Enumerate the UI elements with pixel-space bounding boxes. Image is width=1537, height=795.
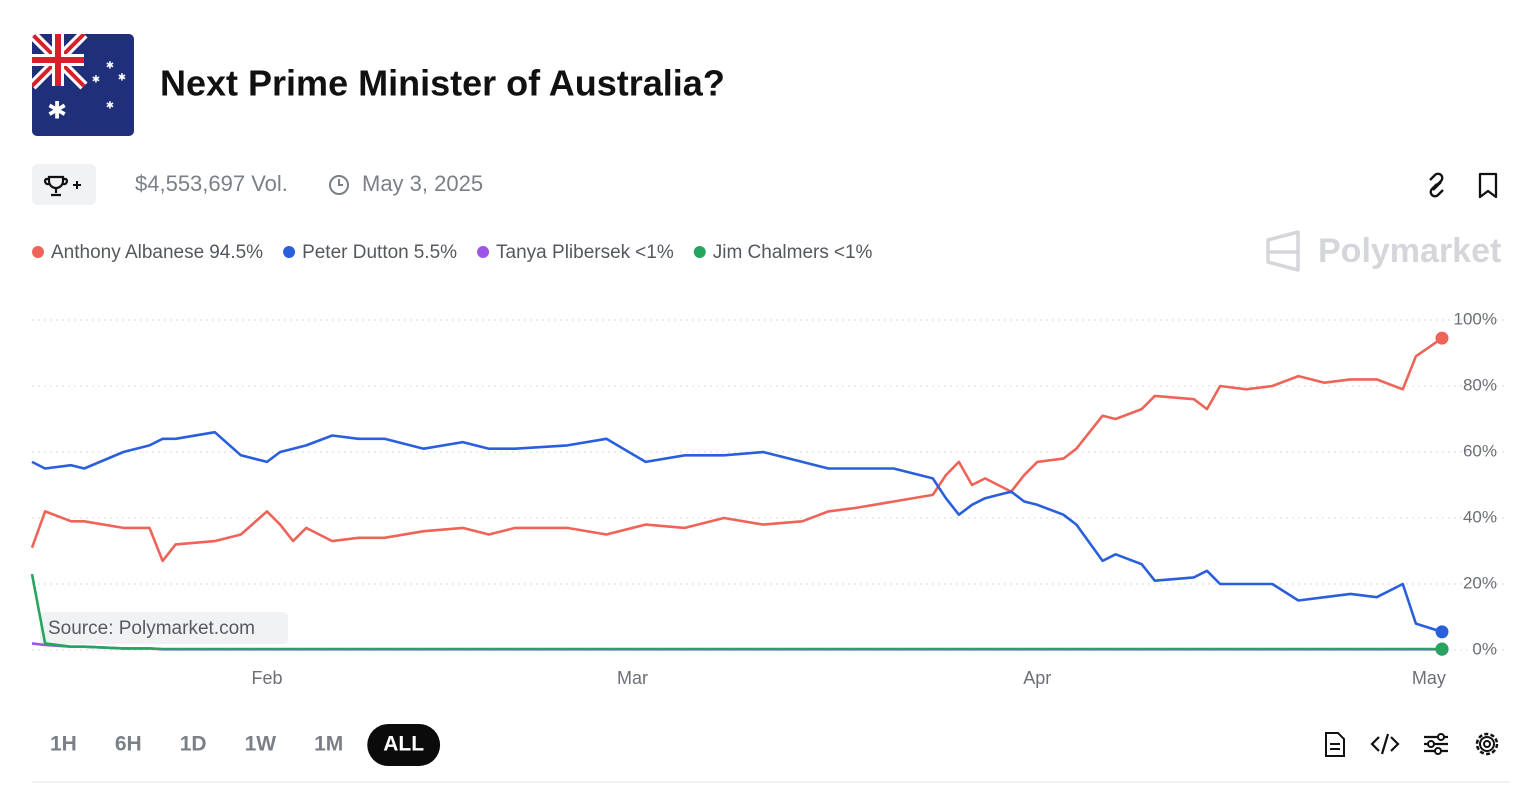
market-title: Next Prime Minister of Australia? [160, 63, 725, 104]
svg-text:✱: ✱ [47, 97, 67, 124]
series-line [31, 430, 1443, 634]
legend-dot [477, 246, 490, 258]
end-dot [1435, 625, 1449, 639]
end-dot [1435, 642, 1449, 656]
volume: $4,553,697 Vol. [135, 171, 288, 196]
range-selected-bg[interactable] [367, 724, 441, 766]
y-tick-label: 0% [1472, 639, 1497, 658]
end-dot [1435, 331, 1449, 345]
x-tick-label: Apr [1023, 668, 1051, 688]
source-badge [40, 612, 288, 644]
x-tick-label: Mar [617, 668, 648, 688]
y-tick-label: 100% [1454, 309, 1497, 328]
brand-logo [1266, 230, 1300, 272]
range-button[interactable]: 1H [50, 733, 77, 756]
trophy-button[interactable] [32, 164, 96, 205]
legend: Anthony Albanese 94.5% Peter Dutton 5.5% Tan… [32, 242, 873, 263]
x-tick-label: May [1412, 668, 1446, 688]
link-button[interactable] [1429, 172, 1444, 198]
range-label[interactable]: ALL [383, 733, 424, 756]
y-tick-label: 20% [1463, 573, 1497, 592]
legend-value: 94.5% [209, 242, 263, 263]
legend-value: <1% [635, 242, 674, 263]
settings-button[interactable] [1475, 732, 1499, 756]
range-label[interactable]: 1D [180, 733, 207, 756]
series-line [30, 573, 1442, 651]
svg-text:✱: ✱ [106, 101, 114, 112]
range-label[interactable]: 6H [115, 733, 142, 756]
brand-name: Polymarket [1318, 232, 1501, 270]
y-tick-label: 60% [1463, 441, 1497, 460]
range-label[interactable]: 1M [314, 733, 343, 756]
series-line [30, 337, 1443, 563]
plot-area: 0% 20% 40% 60% 80% 100% Feb Mar Apr May Source: Po… [30, 309, 1508, 688]
source-label: Source: Polymarket.com [48, 618, 255, 639]
svg-text:✱: ✱ [92, 75, 100, 86]
document-button[interactable] [1325, 732, 1345, 757]
clock-icon [329, 175, 349, 195]
legend-name: Anthony Albanese [51, 242, 204, 263]
legend-name: Jim Chalmers [713, 242, 829, 263]
legend-value: <1% [834, 242, 873, 263]
end-date: May 3, 2025 [362, 171, 483, 196]
legend-name: Tanya Plibersek [496, 242, 631, 263]
range-button[interactable]: 1W [245, 733, 277, 756]
flag-icon: ✱ ✱ ✱ ✱ ✱ [32, 34, 134, 136]
range-button[interactable]: 1M [314, 733, 343, 756]
bookmark-button[interactable] [1478, 172, 1498, 199]
embed-button[interactable] [1370, 733, 1400, 755]
range-button[interactable]: 6H [115, 733, 142, 756]
legend-name: Peter Dutton [302, 242, 409, 263]
range-label[interactable]: 1H [50, 733, 77, 756]
range-label[interactable]: 1W [245, 733, 277, 756]
y-tick-label: 80% [1463, 375, 1497, 394]
filters-button[interactable] [1424, 733, 1448, 755]
legend-dot [283, 246, 296, 258]
range-button[interactable]: 1D [180, 733, 207, 756]
legend-dot [693, 246, 706, 258]
range-selector: 1H 6H 1D 1W 1M ALL [50, 724, 441, 766]
range-button[interactable]: ALL [367, 724, 441, 766]
x-tick-label: Feb [251, 668, 282, 688]
legend-dot [32, 246, 44, 258]
y-tick-label: 40% [1463, 507, 1497, 526]
svg-text:✱: ✱ [118, 73, 126, 84]
legend-value: 5.5% [414, 242, 457, 263]
svg-text:✱: ✱ [106, 61, 114, 72]
